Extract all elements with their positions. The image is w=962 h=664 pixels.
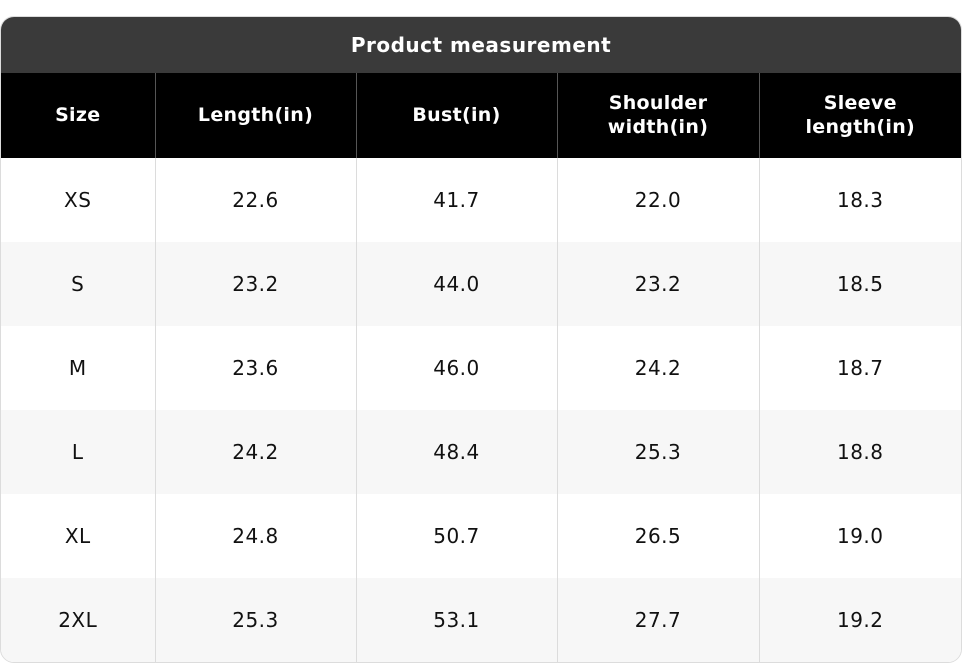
measurement-cell: 48.4: [355, 410, 557, 494]
measurement-cell: 18.8: [758, 410, 961, 494]
measurement-cell: 46.0: [355, 326, 557, 410]
measurement-cell: 24.8: [154, 494, 356, 578]
table-row: 2XL 25.3 53.1 27.7 19.2: [1, 578, 961, 662]
measurement-cell: 22.0: [556, 158, 759, 242]
table-row: XS 22.6 41.7 22.0 18.3: [1, 158, 961, 242]
size-cell: M: [1, 326, 155, 410]
measurement-cell: 24.2: [556, 326, 759, 410]
size-cell: 2XL: [1, 578, 155, 662]
size-cell: XL: [1, 494, 155, 578]
measurement-cell: 53.1: [355, 578, 557, 662]
size-cell: XS: [1, 158, 155, 242]
measurement-cell: 19.0: [758, 494, 961, 578]
measurement-cell: 26.5: [556, 494, 759, 578]
measurement-cell: 18.7: [758, 326, 961, 410]
measurement-cell: 19.2: [758, 578, 961, 662]
column-header: Shoulder width(in): [556, 73, 759, 158]
measurement-cell: 22.6: [154, 158, 356, 242]
measurement-cell: 18.3: [758, 158, 961, 242]
measurement-cell: 23.2: [556, 242, 759, 326]
measurement-cell: 25.3: [556, 410, 759, 494]
table-title: Product measurement: [1, 17, 961, 73]
table-row: XL 24.8 50.7 26.5 19.0: [1, 494, 961, 578]
measurement-cell: 18.5: [758, 242, 961, 326]
table-row: M 23.6 46.0 24.2 18.7: [1, 326, 961, 410]
measurement-cell: 24.2: [154, 410, 356, 494]
column-header: Length(in): [154, 73, 356, 158]
column-header: Size: [1, 73, 155, 158]
measurement-cell: 25.3: [154, 578, 356, 662]
measurement-cell: 27.7: [556, 578, 759, 662]
measurement-cell: 23.2: [154, 242, 356, 326]
size-cell: L: [1, 410, 155, 494]
column-header: Bust(in): [355, 73, 557, 158]
measurement-cell: 41.7: [355, 158, 557, 242]
size-cell: S: [1, 242, 155, 326]
size-chart: Product measurement Size Length(in) Bust(i…: [0, 16, 962, 663]
table-row: S 23.2 44.0 23.2 18.5: [1, 242, 961, 326]
column-header: Sleeve length(in): [758, 73, 961, 158]
header-row: Size Length(in) Bust(in) Shoulder width(in)…: [1, 73, 961, 158]
measurement-table: Size Length(in) Bust(in) Shoulder width(in)…: [1, 73, 961, 662]
table-row: L 24.2 48.4 25.3 18.8: [1, 410, 961, 494]
measurement-cell: 44.0: [355, 242, 557, 326]
measurement-cell: 23.6: [154, 326, 356, 410]
measurement-cell: 50.7: [355, 494, 557, 578]
